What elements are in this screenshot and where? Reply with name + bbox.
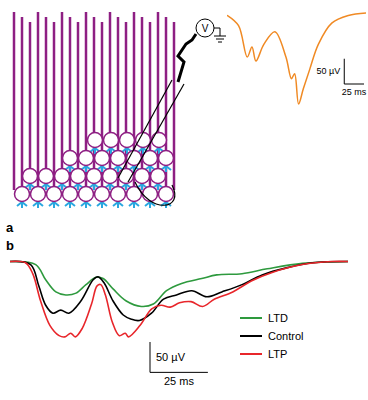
svg-text:LTP: LTP [268, 348, 287, 360]
svg-text:50 µV: 50 µV [317, 66, 341, 76]
svg-text:V: V [202, 23, 209, 34]
svg-text:LTD: LTD [268, 312, 288, 324]
svg-text:Control: Control [268, 330, 303, 342]
svg-text:b: b [6, 238, 14, 253]
svg-text:25 ms: 25 ms [342, 87, 367, 97]
svg-text:a: a [6, 220, 14, 235]
svg-text:50 µV: 50 µV [156, 351, 186, 363]
svg-text:25 ms: 25 ms [164, 375, 194, 387]
